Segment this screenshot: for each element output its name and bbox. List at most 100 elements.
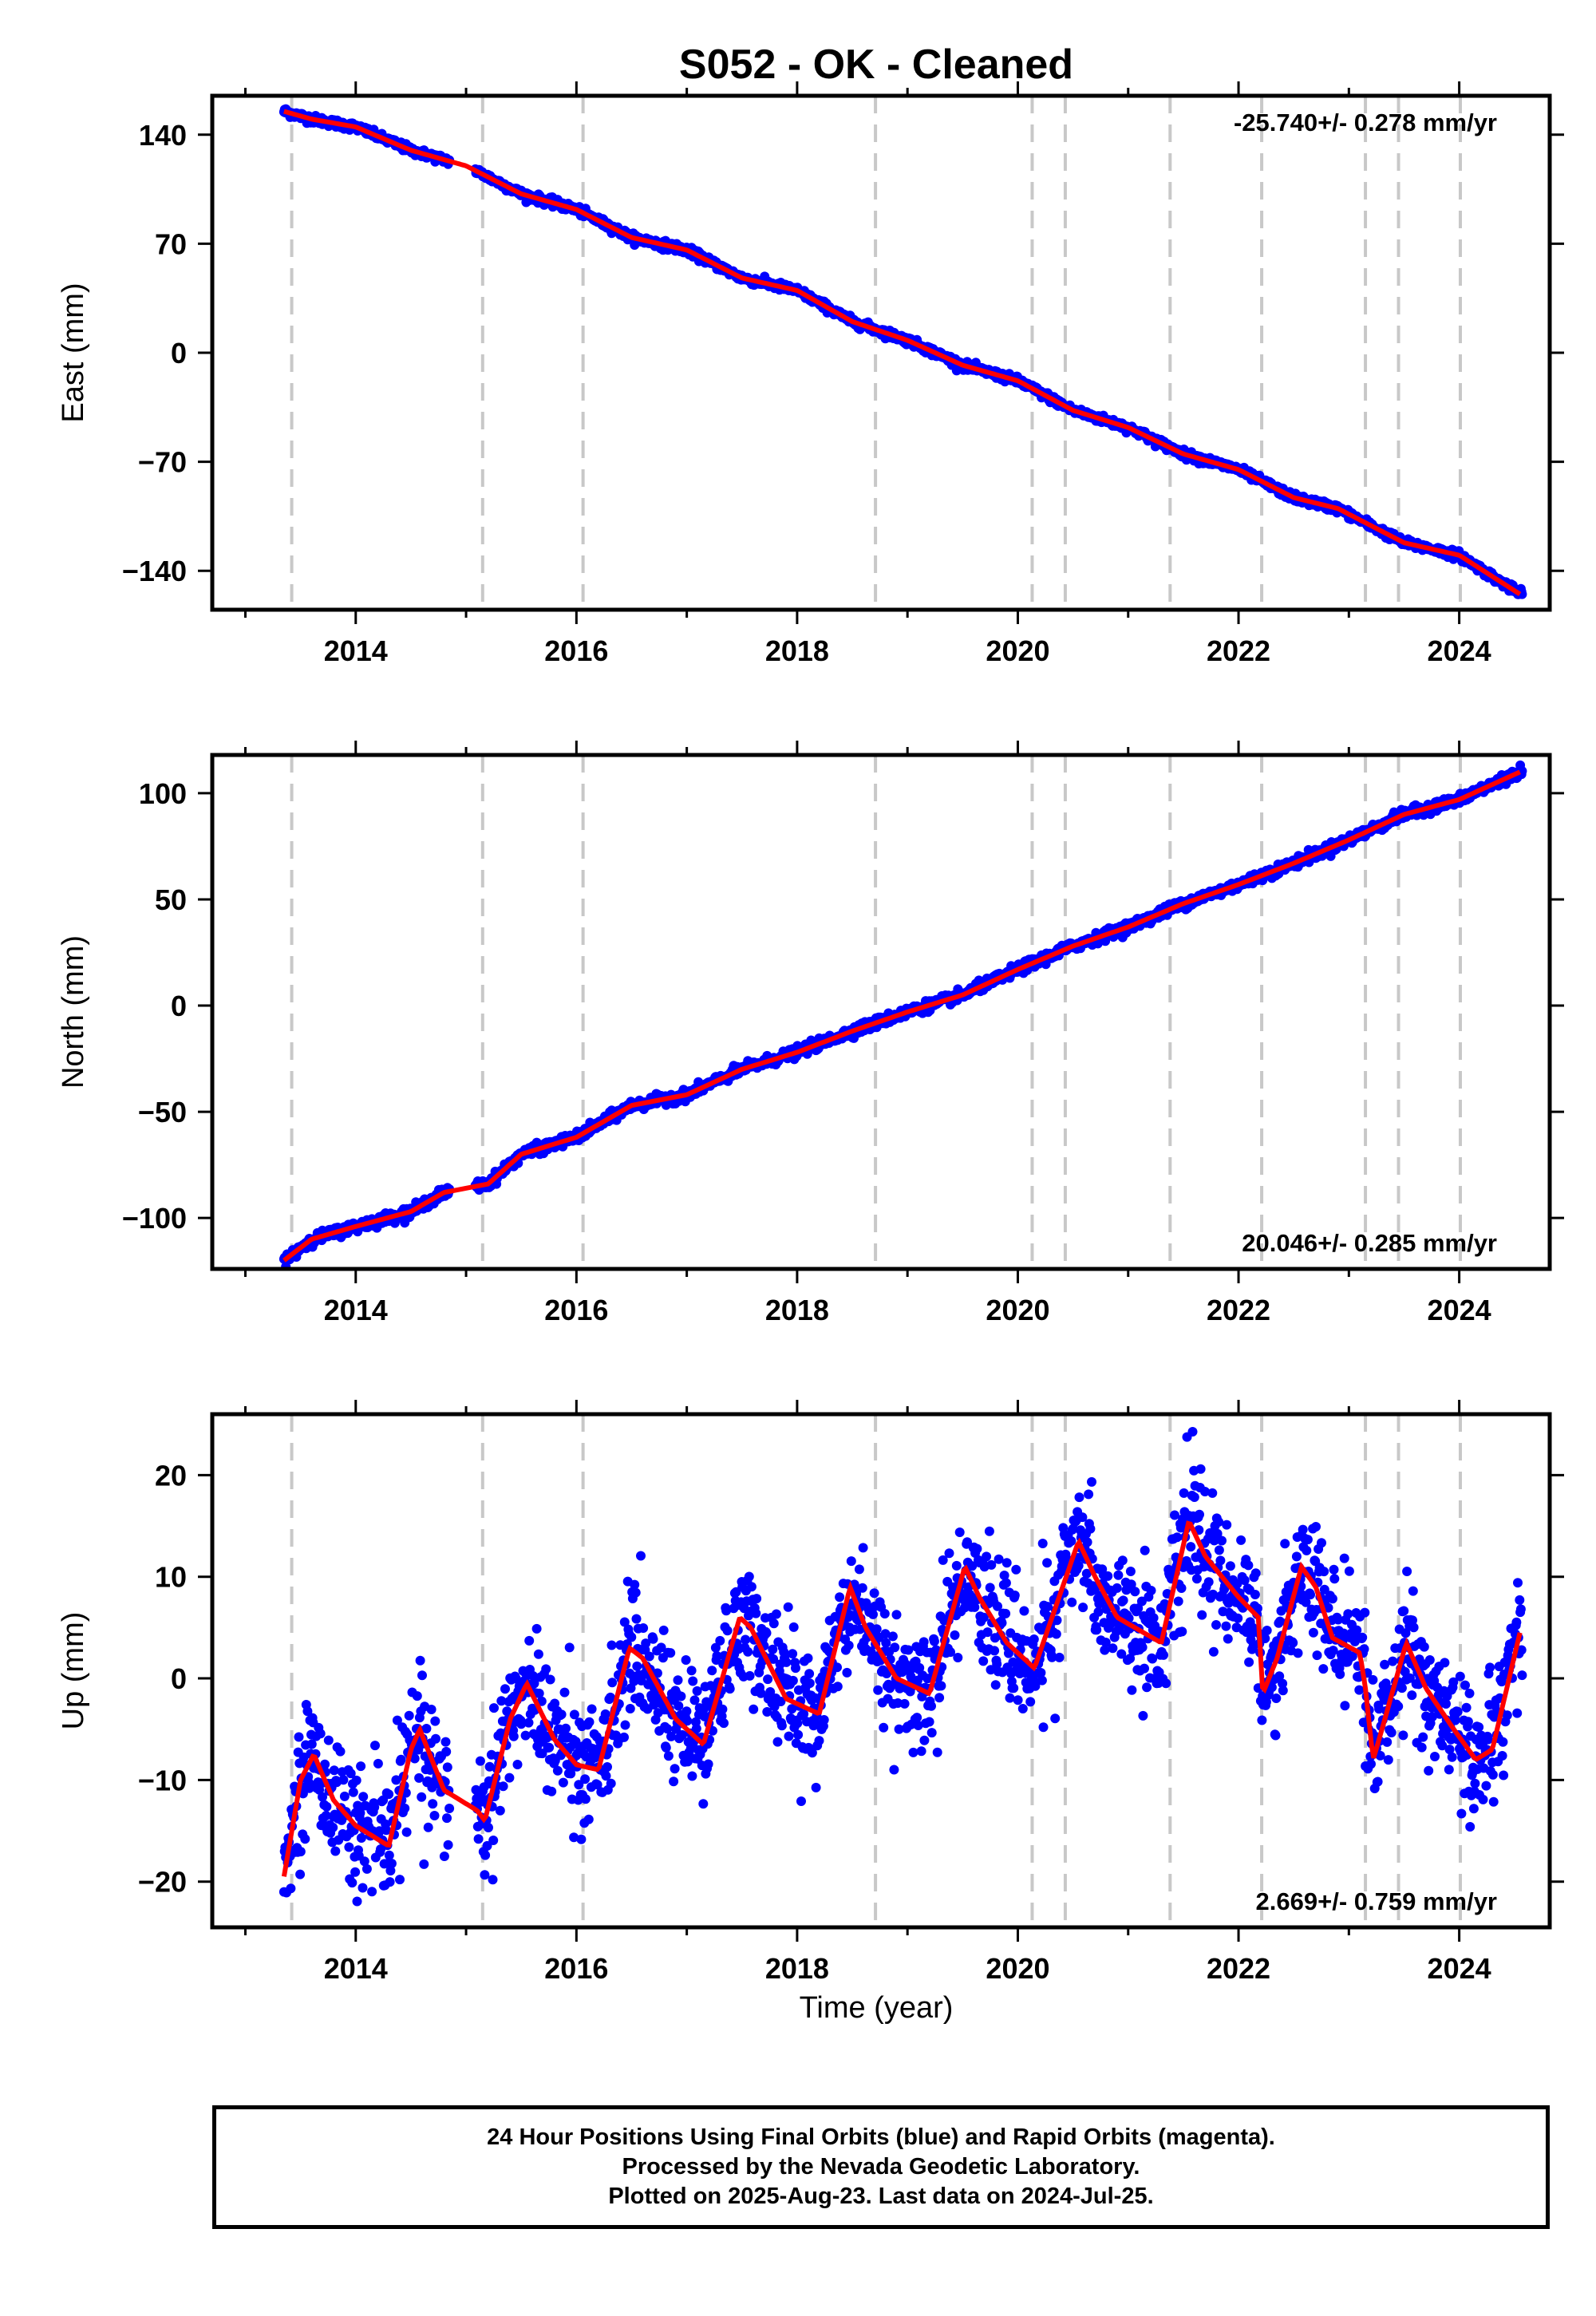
up-data-point — [369, 1802, 380, 1812]
up-data-point — [879, 1609, 890, 1618]
up-data-point — [480, 1870, 490, 1880]
up-data-point — [776, 1697, 786, 1706]
up-data-point — [605, 1692, 615, 1702]
up-data-point — [703, 1759, 713, 1769]
up-data-point — [502, 1706, 512, 1717]
up-data-point — [879, 1722, 889, 1733]
up-data-point — [430, 1716, 440, 1726]
up-data-point — [681, 1655, 691, 1665]
up-data-point — [475, 1756, 485, 1766]
up-data-point — [286, 1883, 296, 1894]
up-data-point — [632, 1661, 642, 1671]
up-data-point — [550, 1698, 560, 1709]
north-y-tick-label: 100 — [139, 777, 187, 810]
up-data-point — [710, 1642, 721, 1653]
up-data-point — [534, 1688, 544, 1698]
up-data-point — [500, 1684, 510, 1694]
up-data-point — [443, 1840, 453, 1850]
up-data-point — [384, 1789, 394, 1800]
up-data-point — [835, 1592, 845, 1603]
up-data-point — [339, 1791, 350, 1801]
up-data-point — [541, 1664, 551, 1674]
up-data-point — [440, 1737, 451, 1747]
up-data-point — [439, 1852, 449, 1861]
up-data-point — [347, 1878, 358, 1888]
north-x-tick-label: 2020 — [986, 1294, 1049, 1326]
north-model-line — [282, 769, 1521, 1263]
up-data-point — [641, 1638, 651, 1649]
up-data-point — [484, 1823, 493, 1832]
up-data-point — [846, 1556, 856, 1567]
up-data-point — [544, 1742, 555, 1753]
up-data-point — [373, 1758, 383, 1769]
up-data-point — [741, 1634, 751, 1645]
up-data-point — [412, 1691, 422, 1701]
up-data-point — [583, 1814, 594, 1824]
up-data-point — [558, 1777, 568, 1788]
up-data-point — [625, 1704, 635, 1713]
up-data-point — [600, 1709, 610, 1719]
up-data-point — [670, 1764, 680, 1774]
up-data-point — [743, 1646, 753, 1657]
up-data-point — [843, 1640, 854, 1650]
up-data-point — [871, 1624, 882, 1634]
up-data-point — [421, 1724, 432, 1733]
up-data-point — [552, 1765, 563, 1776]
up-data-point — [721, 1606, 732, 1616]
up-data-point — [355, 1808, 365, 1818]
up-data-point — [489, 1703, 499, 1713]
figure-title: S052 - OK - Cleaned — [679, 41, 1073, 88]
up-data-point — [419, 1859, 429, 1869]
up-data-point — [300, 1834, 310, 1844]
up-data-point — [788, 1675, 798, 1686]
up-data-point — [353, 1800, 363, 1811]
up-data-point — [749, 1704, 759, 1714]
up-data-point — [367, 1887, 377, 1897]
up-data-point — [807, 1748, 817, 1758]
up-data-point — [676, 1691, 686, 1701]
up-data-point — [606, 1640, 617, 1650]
east-y-tick-label: 70 — [155, 227, 187, 260]
up-data-point — [717, 1704, 728, 1714]
up-data-point — [587, 1704, 597, 1714]
up-data-point — [857, 1583, 867, 1593]
up-data-point — [442, 1762, 452, 1773]
up-data-point — [804, 1678, 815, 1689]
up-data-point — [832, 1682, 843, 1692]
up-data-point — [564, 1642, 575, 1653]
up-data-point — [656, 1642, 666, 1653]
up-data-point — [473, 1834, 484, 1844]
up-data-point — [442, 1813, 452, 1824]
up-data-point — [652, 1668, 662, 1678]
up-data-point — [385, 1877, 395, 1887]
up-data-point — [495, 1805, 505, 1816]
north-x-tick-label: 2024 — [1428, 1294, 1491, 1326]
north-x-tick-label: 2022 — [1207, 1294, 1270, 1326]
up-data-point — [496, 1696, 507, 1706]
up-data-point — [569, 1709, 579, 1720]
east-x-tick-label: 2024 — [1428, 634, 1491, 667]
up-data-point — [545, 1674, 555, 1685]
up-data-point — [381, 1825, 391, 1836]
east-x-tick-label: 2014 — [324, 634, 388, 667]
up-data-point — [788, 1622, 799, 1632]
up-data-point — [318, 1792, 327, 1802]
up-data-point — [746, 1582, 757, 1592]
up-data-point — [533, 1649, 543, 1659]
up-data-point — [392, 1715, 402, 1725]
up-data-point — [358, 1792, 369, 1802]
up-data-point — [868, 1609, 878, 1619]
up-data-point — [707, 1666, 717, 1676]
up-data-point — [681, 1706, 692, 1717]
up-data-point — [771, 1609, 781, 1619]
north-y-tick-label: 50 — [155, 883, 187, 916]
east-y-tick-label: −140 — [122, 555, 187, 587]
north-x-tick-label: 2014 — [324, 1294, 388, 1326]
up-data-point — [811, 1782, 821, 1792]
up-data-point — [395, 1875, 405, 1885]
up-data-point — [763, 1674, 773, 1685]
east-rate-label: -25.740+/- 0.278 mm/yr — [1234, 109, 1497, 136]
